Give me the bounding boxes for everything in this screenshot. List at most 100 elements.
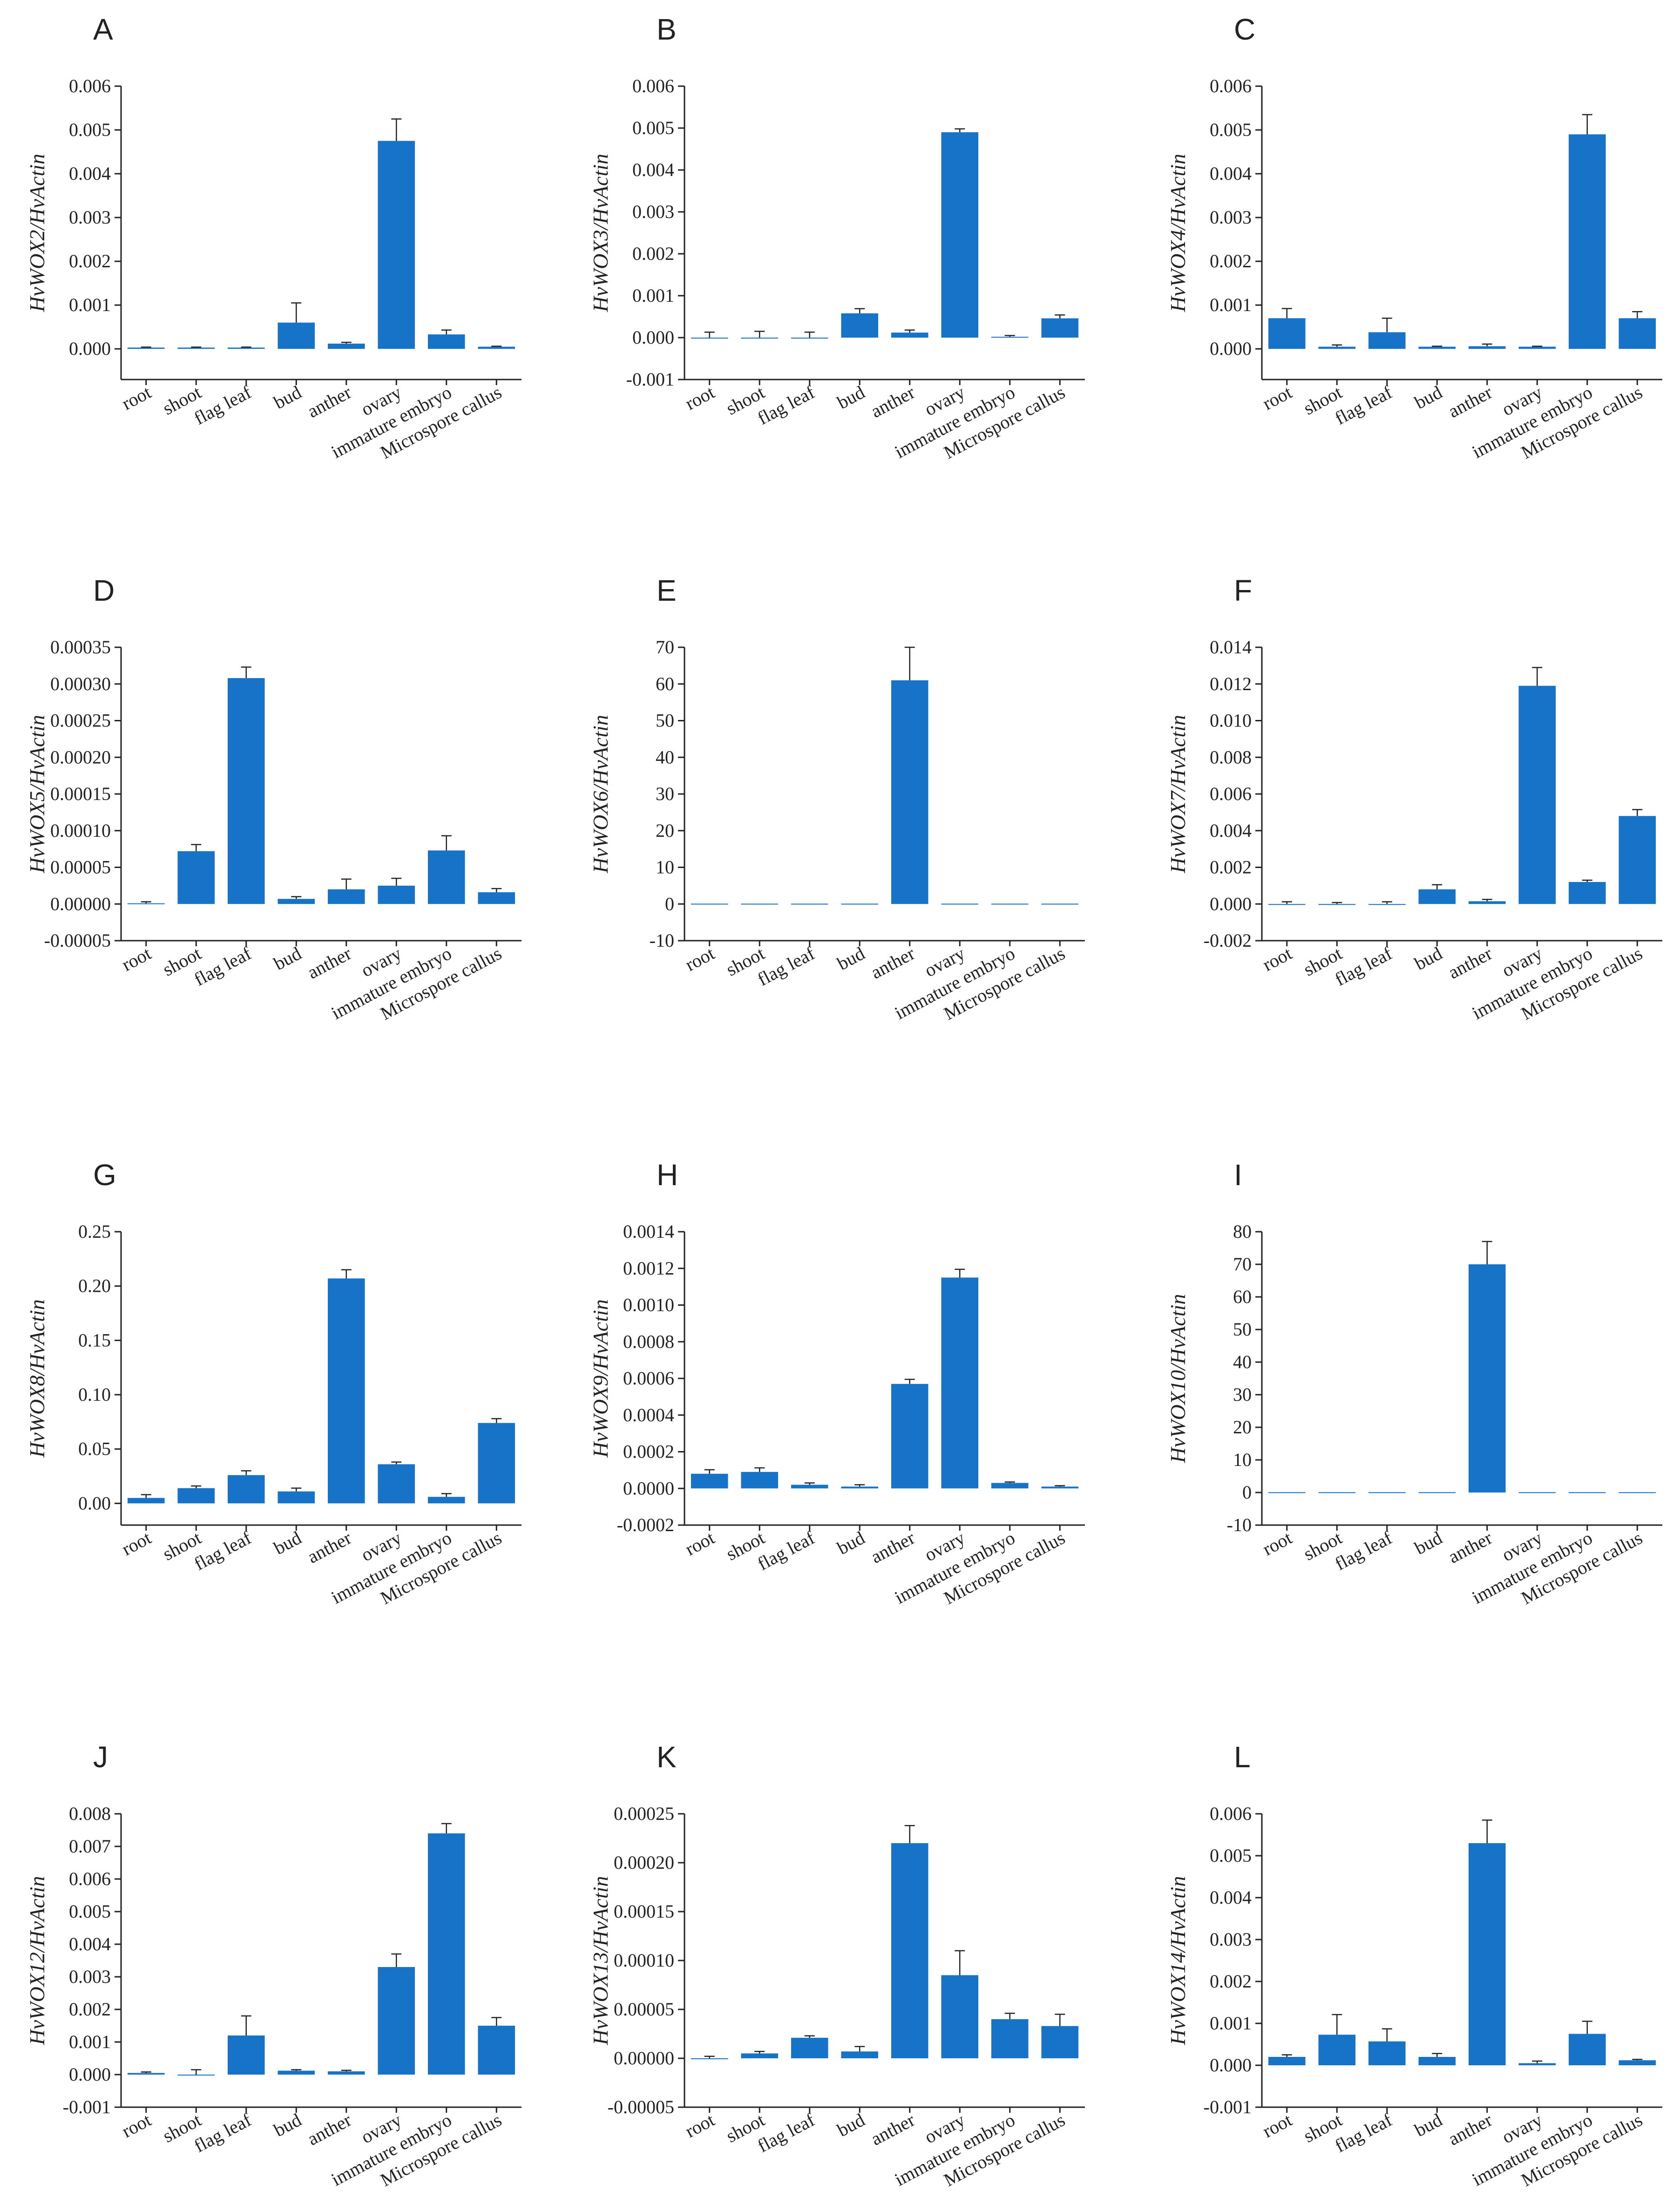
y-axis-title: HvWOX7/HvActin — [1166, 715, 1190, 874]
y-tick-label: 0.004 — [1210, 163, 1252, 184]
y-tick-label: 0.00035 — [50, 637, 111, 658]
bar-5 — [941, 132, 979, 338]
y-tick-label: 0.006 — [69, 75, 111, 96]
y-tick-label: 0.010 — [1210, 710, 1252, 731]
y-tick-label: 60 — [1233, 1286, 1252, 1307]
y-tick-label: -0.001 — [63, 2096, 111, 2117]
y-tick-label: 0.005 — [69, 119, 111, 140]
y-tick-label: 40 — [656, 746, 674, 767]
y-tick-label: 0.005 — [1210, 1845, 1252, 1866]
y-tick-label: 0.00010 — [614, 1950, 674, 1971]
y-tick-label: 0.003 — [632, 201, 674, 222]
panel-H: H HvWOX9/HvActin -0.0002 0.0000 0.0002 0.0004… — [589, 1158, 1085, 1608]
y-tick-label: 60 — [656, 673, 674, 694]
y-tick-label: 0.00 — [78, 1492, 111, 1513]
bar-3 — [841, 903, 879, 905]
category-label: flag leaf — [754, 381, 818, 429]
bar-7 — [1619, 816, 1656, 904]
y-tick-label: 0.000 — [632, 327, 674, 348]
bar-1 — [741, 338, 779, 339]
panel-letter: K — [657, 1740, 677, 1774]
y-tick-label: 0.00025 — [50, 710, 111, 731]
y-tick-label: 70 — [656, 637, 674, 658]
bar-7 — [478, 892, 515, 904]
y-axis-title: HvWOX12/HvActin — [25, 1876, 49, 2046]
y-tick-label: 0.00020 — [50, 746, 111, 767]
category-label: root — [682, 381, 718, 414]
bar-1 — [1318, 2035, 1356, 2065]
y-tick-label: 50 — [1233, 1319, 1252, 1340]
bar-4 — [327, 343, 365, 349]
y-tick-label: 0.0000 — [623, 1478, 674, 1499]
category-label: flag leaf — [754, 2109, 818, 2157]
y-tick-label: 0.004 — [632, 159, 674, 180]
y-tick-label: 0.004 — [69, 1933, 111, 1954]
y-tick-label: 0.00020 — [614, 1852, 674, 1873]
category-label: bud — [270, 2109, 305, 2141]
bar-4 — [891, 332, 928, 338]
panel-letter: D — [93, 574, 115, 607]
y-axis-title: HvWOX5/HvActin — [25, 715, 49, 874]
y-tick-label: 0.006 — [1210, 783, 1252, 804]
panel-letter: C — [1234, 13, 1255, 46]
category-label: flag leaf — [1331, 381, 1395, 429]
y-tick-label: 0.007 — [69, 1836, 111, 1857]
bar-2 — [227, 347, 265, 349]
y-tick-label: 0.002 — [69, 1999, 111, 2020]
y-tick-label: 0.003 — [69, 1966, 111, 1987]
category-label: bud — [1411, 381, 1445, 413]
y-axis-title: HvWOX10/HvActin — [1166, 1294, 1190, 1464]
category-label: anther — [867, 381, 918, 422]
y-axis-title: HvWOX8/HvActin — [25, 1299, 49, 1458]
y-tick-label: 20 — [656, 820, 674, 841]
panel-letter: B — [657, 13, 677, 46]
y-tick-label: 80 — [1233, 1221, 1252, 1242]
category-label: flag leaf — [190, 2109, 255, 2157]
panel-C: C HvWOX4/HvActin 0.000 0.001 0.002 0.003 0.004… — [1166, 13, 1662, 463]
y-tick-label: 0.20 — [78, 1275, 111, 1296]
y-tick-label: 0.006 — [1210, 75, 1252, 96]
panel-L: L HvWOX14/HvActin -0.001 0.000 0.001 0.002 0.0… — [1166, 1740, 1662, 2191]
bar-1 — [177, 851, 215, 904]
y-tick-label: 0.005 — [69, 1901, 111, 1922]
panel-B: B HvWOX3/HvActin -0.001 0.000 0.001 0.002 0.00… — [589, 13, 1085, 463]
y-tick-label: 0.0014 — [623, 1221, 674, 1242]
bar-0 — [1268, 318, 1306, 349]
bar-6 — [1568, 1492, 1606, 1493]
bar-6 — [427, 1497, 465, 1504]
category-label: bud — [270, 381, 305, 413]
bar-3 — [278, 1491, 315, 1504]
y-tick-label: 0.005 — [632, 117, 674, 138]
y-tick-label: 0.002 — [1210, 1971, 1252, 1992]
category-label: flag leaf — [1331, 2109, 1395, 2157]
panel-G: G HvWOX8/HvActin 0.00 0.05 0.10 0.15 0.20 0.25 r… — [25, 1158, 522, 1608]
bar-4 — [1468, 1264, 1506, 1492]
bar-6 — [991, 337, 1029, 338]
category-label: flag leaf — [1331, 943, 1395, 990]
y-tick-label: -0.001 — [626, 369, 674, 390]
panel-F: F HvWOX7/HvActin -0.002 0.000 0.002 0.004 0.00… — [1166, 574, 1662, 1024]
category-label: root — [1259, 943, 1295, 975]
y-tick-label: 50 — [656, 710, 674, 731]
panel-letter: J — [93, 1740, 108, 1774]
y-tick-label: 0 — [1242, 1482, 1252, 1503]
bar-6 — [1568, 134, 1606, 349]
y-tick-label: 0.012 — [1210, 673, 1252, 694]
category-label: root — [118, 2109, 155, 2142]
category-label: flag leaf — [190, 1527, 255, 1574]
y-tick-label: -10 — [650, 930, 674, 951]
y-tick-label: 0.000 — [69, 2064, 111, 2085]
bar-0 — [691, 2058, 728, 2059]
bar-7 — [478, 1423, 515, 1504]
bar-4 — [1468, 346, 1506, 349]
bar-2 — [791, 338, 828, 339]
y-tick-label: 0.002 — [632, 243, 674, 264]
category-label: bud — [833, 943, 868, 974]
bar-6 — [427, 334, 465, 349]
y-tick-label: -0.00005 — [44, 930, 111, 951]
bar-1 — [177, 1488, 215, 1504]
bar-7 — [1041, 2026, 1079, 2058]
category-label: anther — [304, 943, 355, 983]
y-tick-label: 0.003 — [1210, 207, 1252, 228]
category-label: anther — [867, 1527, 918, 1567]
